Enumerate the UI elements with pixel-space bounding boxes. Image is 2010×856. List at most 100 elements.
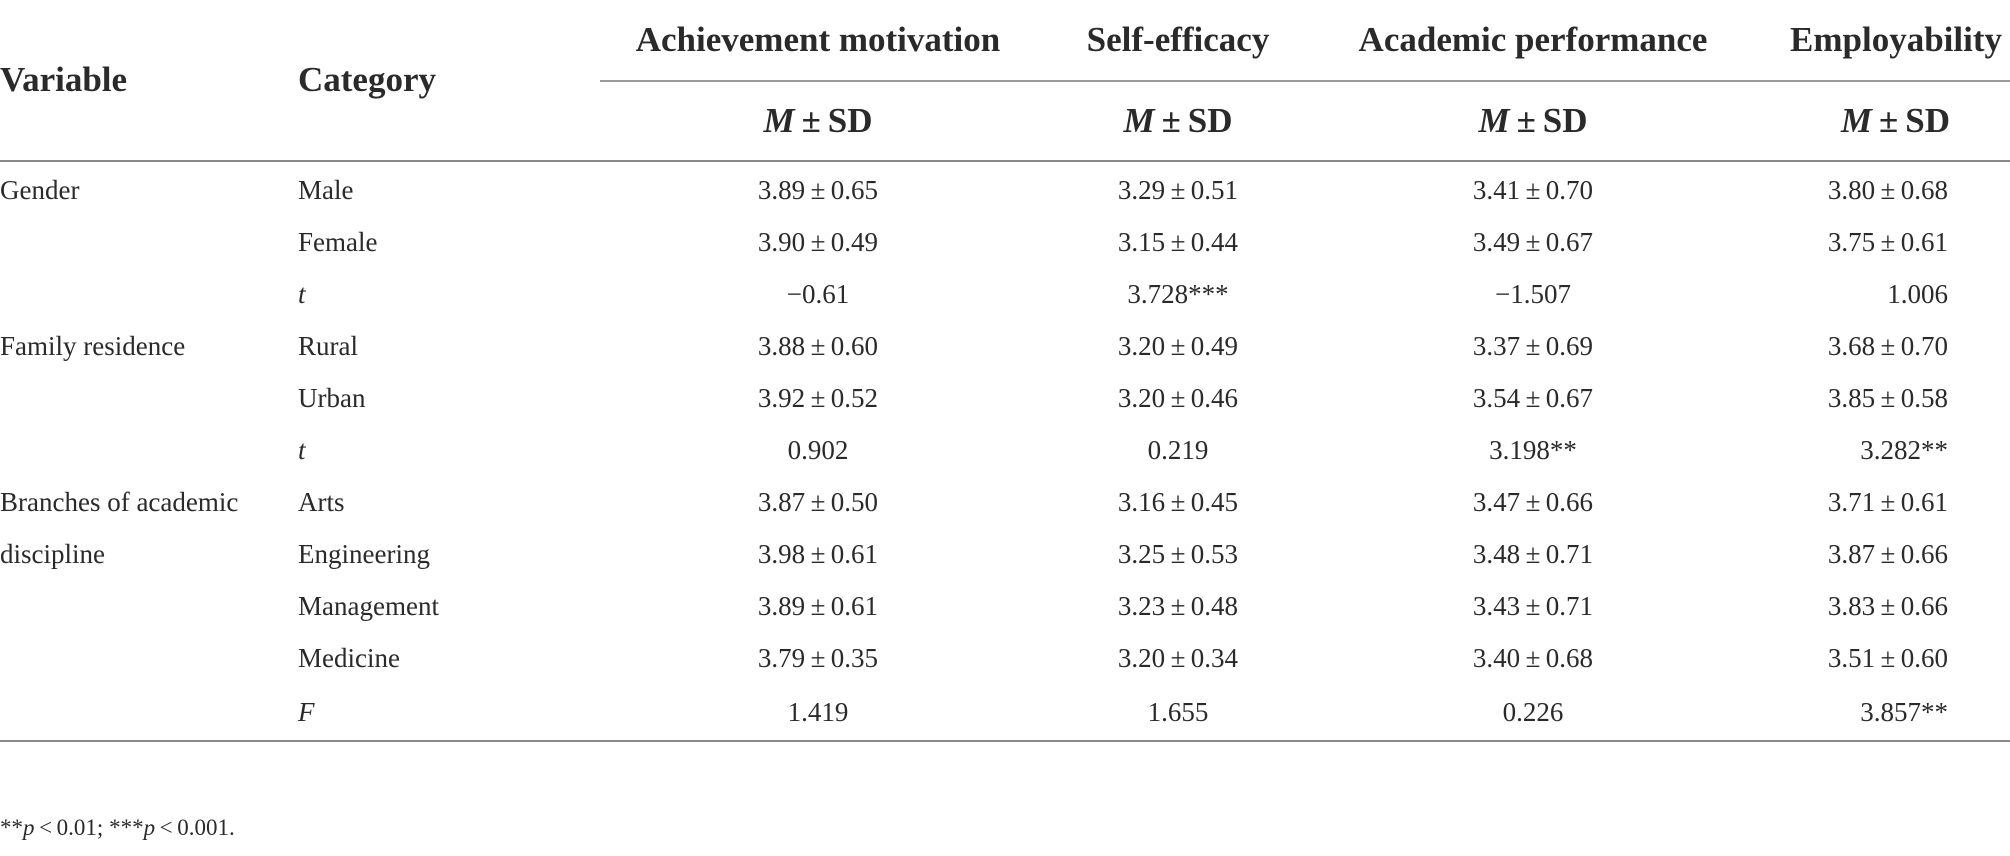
- table-row: t −0.61 3.728*** −1.507 1.006: [0, 268, 2010, 320]
- value-cell: 3.71 ± 0.61: [1827, 486, 1948, 517]
- value-cell: 3.37 ± 0.69: [1472, 330, 1594, 361]
- value-cell: 3.48 ± 0.71: [1472, 538, 1594, 569]
- table-footnote: **p < 0.01; ***p < 0.001.: [0, 815, 235, 841]
- value-cell: 3.16 ± 0.45: [1117, 486, 1239, 517]
- table-row: Female 3.90 ± 0.49 3.15 ± 0.44 3.49 ± 0.…: [0, 216, 2010, 268]
- table-row: Gender Male 3.89 ± 0.65 3.29 ± 0.51 3.41…: [0, 161, 2010, 216]
- category-cell: Female: [298, 226, 378, 257]
- stat-m: M: [1478, 101, 1510, 140]
- descriptive-stats-table: Variable Category Achievement motivation…: [0, 0, 2010, 742]
- stat-header-academic: M ± SD: [1320, 81, 1746, 162]
- category-cell: Arts: [298, 486, 345, 517]
- value-cell: −0.61: [786, 278, 850, 309]
- table-row: Branches of academic Arts 3.87 ± 0.50 3.…: [0, 476, 2010, 528]
- value-cell: 3.20 ± 0.49: [1117, 330, 1239, 361]
- value-cell: 3.88 ± 0.60: [757, 330, 879, 361]
- value-cell: 3.68 ± 0.70: [1827, 330, 1948, 361]
- table-row: t 0.902 0.219 3.198** 3.282**: [0, 424, 2010, 476]
- table-body: Gender Male 3.89 ± 0.65 3.29 ± 0.51 3.41…: [0, 161, 2010, 742]
- category-cell: Urban: [298, 382, 366, 413]
- stat-header-achievement: M ± SD: [600, 81, 1036, 162]
- category-cell: Male: [298, 174, 354, 205]
- footnote-p-1: p: [23, 815, 35, 840]
- table-header: Variable Category Achievement motivation…: [0, 0, 2010, 162]
- value-cell: 3.51 ± 0.60: [1827, 642, 1948, 673]
- variable-cell: [0, 268, 298, 320]
- variable-cell: [0, 684, 298, 742]
- variable-cell: [0, 580, 298, 632]
- value-cell: 3.54 ± 0.67: [1472, 382, 1594, 413]
- table-row: Urban 3.92 ± 0.52 3.20 ± 0.46 3.54 ± 0.6…: [0, 372, 2010, 424]
- category-cell: Management: [298, 590, 439, 621]
- value-cell: 3.87 ± 0.50: [757, 486, 879, 517]
- value-cell: 3.87 ± 0.66: [1827, 538, 1948, 569]
- value-cell: 3.40 ± 0.68: [1472, 642, 1594, 673]
- variable-cell: [0, 424, 298, 476]
- header-category: Category: [298, 0, 600, 162]
- variable-cell: Family residence: [0, 330, 186, 361]
- stat-rest: ± SD: [794, 101, 873, 140]
- stat-rest: ± SD: [1509, 101, 1588, 140]
- header-employability: Employability: [1746, 0, 2010, 82]
- value-cell: 3.29 ± 0.51: [1117, 174, 1239, 205]
- header-self-efficacy: Self-efficacy: [1036, 0, 1320, 82]
- category-cell: Medicine: [298, 642, 400, 673]
- value-cell: 0.226: [1320, 684, 1746, 742]
- footnote-stars-1: **: [0, 815, 23, 840]
- header-academic-performance: Academic performance: [1320, 0, 1746, 82]
- value-cell: 3.43 ± 0.71: [1472, 590, 1594, 621]
- value-cell: 3.20 ± 0.34: [1117, 642, 1239, 673]
- value-cell: 1.655: [1036, 684, 1320, 742]
- value-cell: 0.219: [1147, 434, 1209, 465]
- category-cell: t: [298, 278, 306, 309]
- variable-cell: [0, 372, 298, 424]
- variable-cell: Gender: [0, 174, 80, 205]
- value-cell: 3.98 ± 0.61: [757, 538, 879, 569]
- value-cell: 3.75 ± 0.61: [1827, 226, 1948, 257]
- variable-cell: [0, 216, 298, 268]
- value-cell: 1.419: [600, 684, 1036, 742]
- value-cell: 3.23 ± 0.48: [1117, 590, 1239, 621]
- value-cell: 3.857**: [1746, 684, 2010, 742]
- table-row: Family residence Rural 3.88 ± 0.60 3.20 …: [0, 320, 2010, 372]
- stat-header-employability: M ± SD: [1746, 81, 2010, 162]
- footnote-text-1: < 0.01;: [34, 815, 110, 840]
- variable-cell: Branches of academic: [0, 486, 239, 517]
- footnote-text-2: < 0.001.: [155, 815, 235, 840]
- header-variable: Variable: [0, 0, 298, 162]
- variable-cell: discipline: [0, 538, 105, 569]
- value-cell: 3.83 ± 0.66: [1827, 590, 1948, 621]
- value-cell: 0.902: [787, 434, 849, 465]
- category-cell: F: [298, 684, 600, 742]
- value-cell: 3.49 ± 0.67: [1472, 226, 1594, 257]
- value-cell: −1.507: [1495, 278, 1571, 309]
- value-cell: 3.90 ± 0.49: [757, 226, 879, 257]
- value-cell: 3.198**: [1489, 434, 1577, 465]
- category-cell: Engineering: [298, 538, 430, 569]
- stat-rest: ± SD: [1154, 101, 1233, 140]
- value-cell: 3.15 ± 0.44: [1117, 226, 1239, 257]
- footnote-p-2: p: [143, 815, 156, 840]
- header-row-stat: M ± SD M ± SD M ± SD M ± SD: [0, 81, 2010, 162]
- value-cell: 3.47 ± 0.66: [1472, 486, 1594, 517]
- table-row: F 1.419 1.655 0.226 3.857**: [0, 684, 2010, 742]
- stat-m: M: [763, 101, 795, 140]
- value-cell: 3.25 ± 0.53: [1117, 538, 1239, 569]
- category-cell: t: [298, 434, 306, 465]
- value-cell: 3.20 ± 0.46: [1117, 382, 1239, 413]
- value-cell: 3.79 ± 0.35: [757, 642, 879, 673]
- value-cell: 3.89 ± 0.61: [757, 590, 879, 621]
- header-achievement-motivation: Achievement motivation: [600, 0, 1036, 82]
- value-cell: 3.282**: [1860, 434, 1948, 465]
- value-cell: 3.41 ± 0.70: [1472, 174, 1594, 205]
- table-row: discipline Engineering 3.98 ± 0.61 3.25 …: [0, 528, 2010, 580]
- category-cell: Rural: [298, 330, 358, 361]
- value-cell: 3.85 ± 0.58: [1827, 382, 1948, 413]
- stat-rest: ± SD: [1872, 101, 1950, 140]
- stat-header-self-efficacy: M ± SD: [1036, 81, 1320, 162]
- table-row: Medicine 3.79 ± 0.35 3.20 ± 0.34 3.40 ± …: [0, 632, 2010, 684]
- header-row-top: Variable Category Achievement motivation…: [0, 0, 2010, 162]
- footnote-stars-2: ***: [109, 815, 144, 840]
- value-cell: 3.80 ± 0.68: [1827, 174, 1948, 205]
- stat-m: M: [1123, 101, 1155, 140]
